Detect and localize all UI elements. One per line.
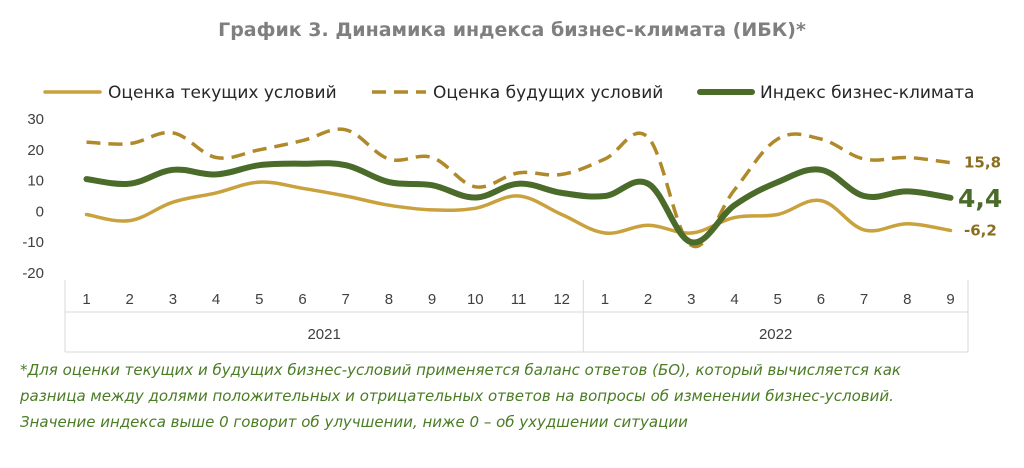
y-tick-label: -10 — [22, 234, 44, 251]
year-label-2021: 2021 — [307, 326, 340, 343]
y-axis: 30 20 10 0 -10 -20 — [22, 111, 44, 282]
legend-label-current: Оценка текущих условий — [108, 83, 337, 103]
end-label-current: -6,2 — [964, 221, 997, 239]
end-labels: -6,2 15,8 4,4 — [958, 154, 1002, 240]
legend-label-future: Оценка будущих условий — [433, 83, 663, 103]
end-label-future: 15,8 — [964, 154, 1001, 172]
x-tick-label: 3 — [169, 291, 177, 308]
legend-label-index: Индекс бизнес-климата — [760, 83, 974, 103]
footnote-line-1: *Для оценки текущих и будущих бизнес-усл… — [20, 361, 901, 379]
x-tick-label: 6 — [817, 291, 825, 308]
footnote-line-3: Значение индекса выше 0 говорит об улучш… — [20, 413, 688, 431]
footnote: *Для оценки текущих и будущих бизнес-усл… — [19, 361, 901, 431]
x-tick-label: 11 — [511, 291, 527, 308]
x-tick-label: 9 — [946, 291, 954, 308]
chart-title: График 3. Динамика индекса бизнес-климат… — [218, 19, 806, 41]
x-tick-label: 1 — [82, 291, 90, 308]
x-tick-label: 8 — [903, 291, 911, 308]
series-line-current — [84, 180, 953, 235]
x-tick-label: 2 — [644, 291, 652, 308]
x-tick-label: 12 — [553, 291, 570, 308]
y-tick-label: -20 — [22, 265, 44, 282]
year-label-2022: 2022 — [759, 326, 792, 343]
x-tick-label: 2 — [126, 291, 134, 308]
series-line-future — [86, 127, 951, 249]
x-tick-label: 4 — [212, 291, 220, 308]
x-tick-label: 6 — [298, 291, 306, 308]
y-tick-label: 10 — [27, 173, 44, 190]
x-tick-label: 1 — [601, 291, 609, 308]
x-tick-label: 10 — [467, 291, 484, 308]
footnote-line-2: разница между долями положительных и отр… — [19, 387, 894, 405]
x-tick-label: 7 — [860, 291, 868, 308]
x-tick-label: 5 — [774, 291, 782, 308]
x-tick-label: 5 — [255, 291, 263, 308]
end-label-index: 4,4 — [958, 184, 1002, 213]
x-tick-label: 3 — [687, 291, 695, 308]
y-tick-label: 0 — [36, 203, 44, 220]
y-tick-label: 20 — [27, 142, 44, 159]
x-tick-label: 7 — [342, 291, 350, 308]
x-tick-label: 8 — [385, 291, 393, 308]
x-tick-label: 4 — [730, 291, 738, 308]
x-tick-label: 9 — [428, 291, 436, 308]
y-tick-label: 30 — [27, 111, 44, 128]
plot-area — [83, 127, 954, 249]
legend: Оценка текущих условий Оценка будущих ус… — [43, 83, 974, 103]
series-line-index — [83, 160, 954, 246]
